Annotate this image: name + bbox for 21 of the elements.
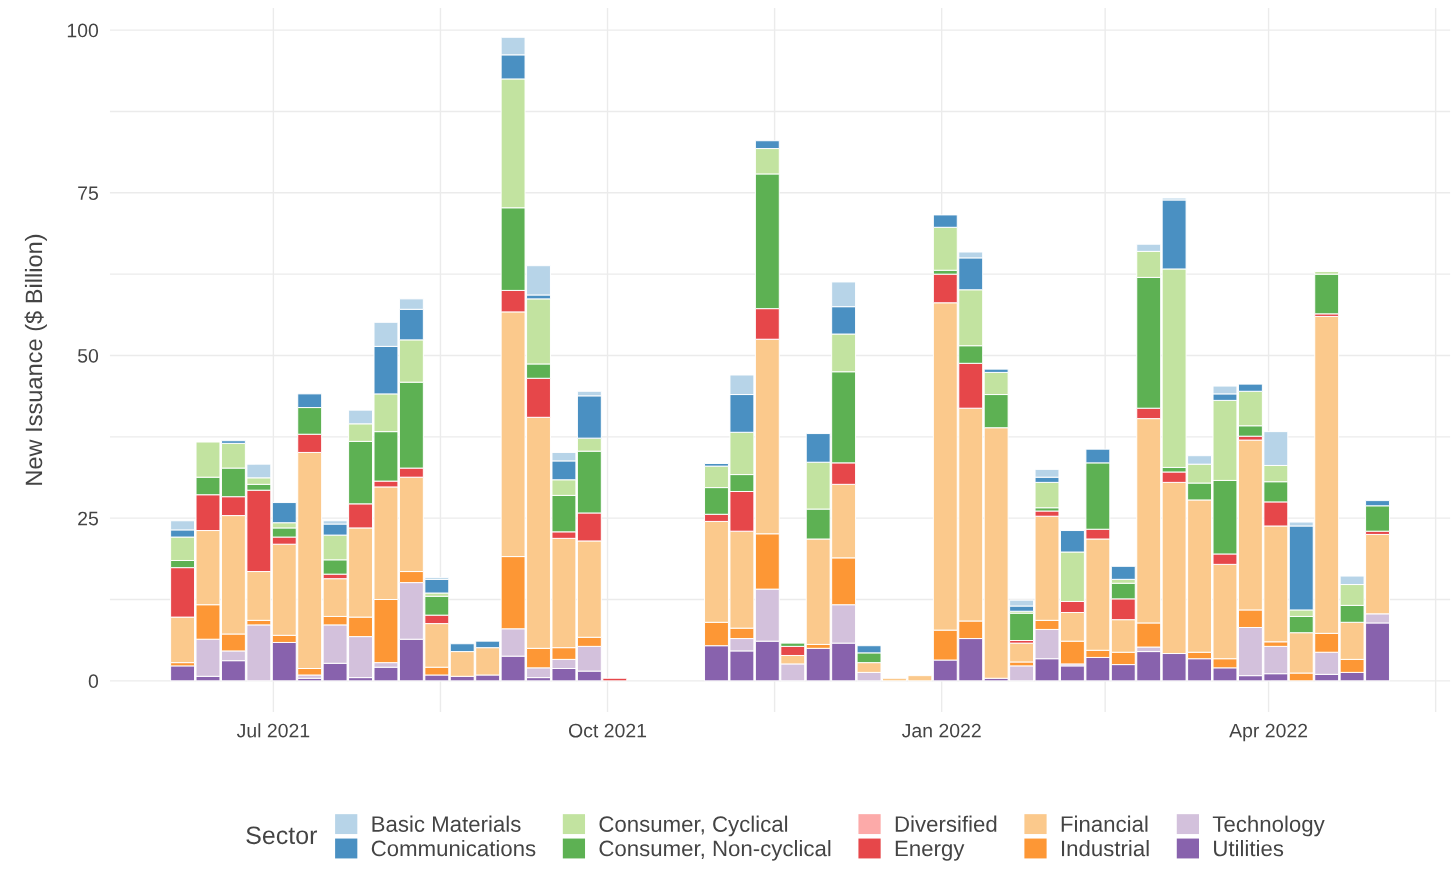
y-tick-label: 25 [78,511,98,526]
legend-label: Financial [1061,815,1148,832]
y-axis-title: New Issuance ($ Billion) [24,234,47,485]
x-tick-label: Jan 2022 [901,723,981,738]
legend-label: Basic Materials [372,815,521,832]
x-tick-label: Oct 2021 [569,723,647,738]
y-tick-label: 75 [78,186,98,201]
legend-label: Technology [1212,815,1325,837]
legend-label: Energy [895,840,965,861]
legend-label: Consumer, Non-cyclical [599,840,831,861]
legend-label: Industrial [1062,840,1149,857]
legend-label: Utilities [1214,840,1284,857]
y-tick-label: 0 [88,674,99,689]
legend-label: Diversified [895,815,997,832]
y-tick-label: 100 [67,23,99,38]
x-tick-label: Jul 2021 [236,723,310,738]
y-tick-label: 50 [77,348,99,363]
legend-label: Consumer, Cyclical [599,815,788,837]
legend-title: Sector [246,826,318,845]
x-tick-label: Apr 2022 [1229,723,1308,742]
legend-label: Communications [371,840,536,857]
